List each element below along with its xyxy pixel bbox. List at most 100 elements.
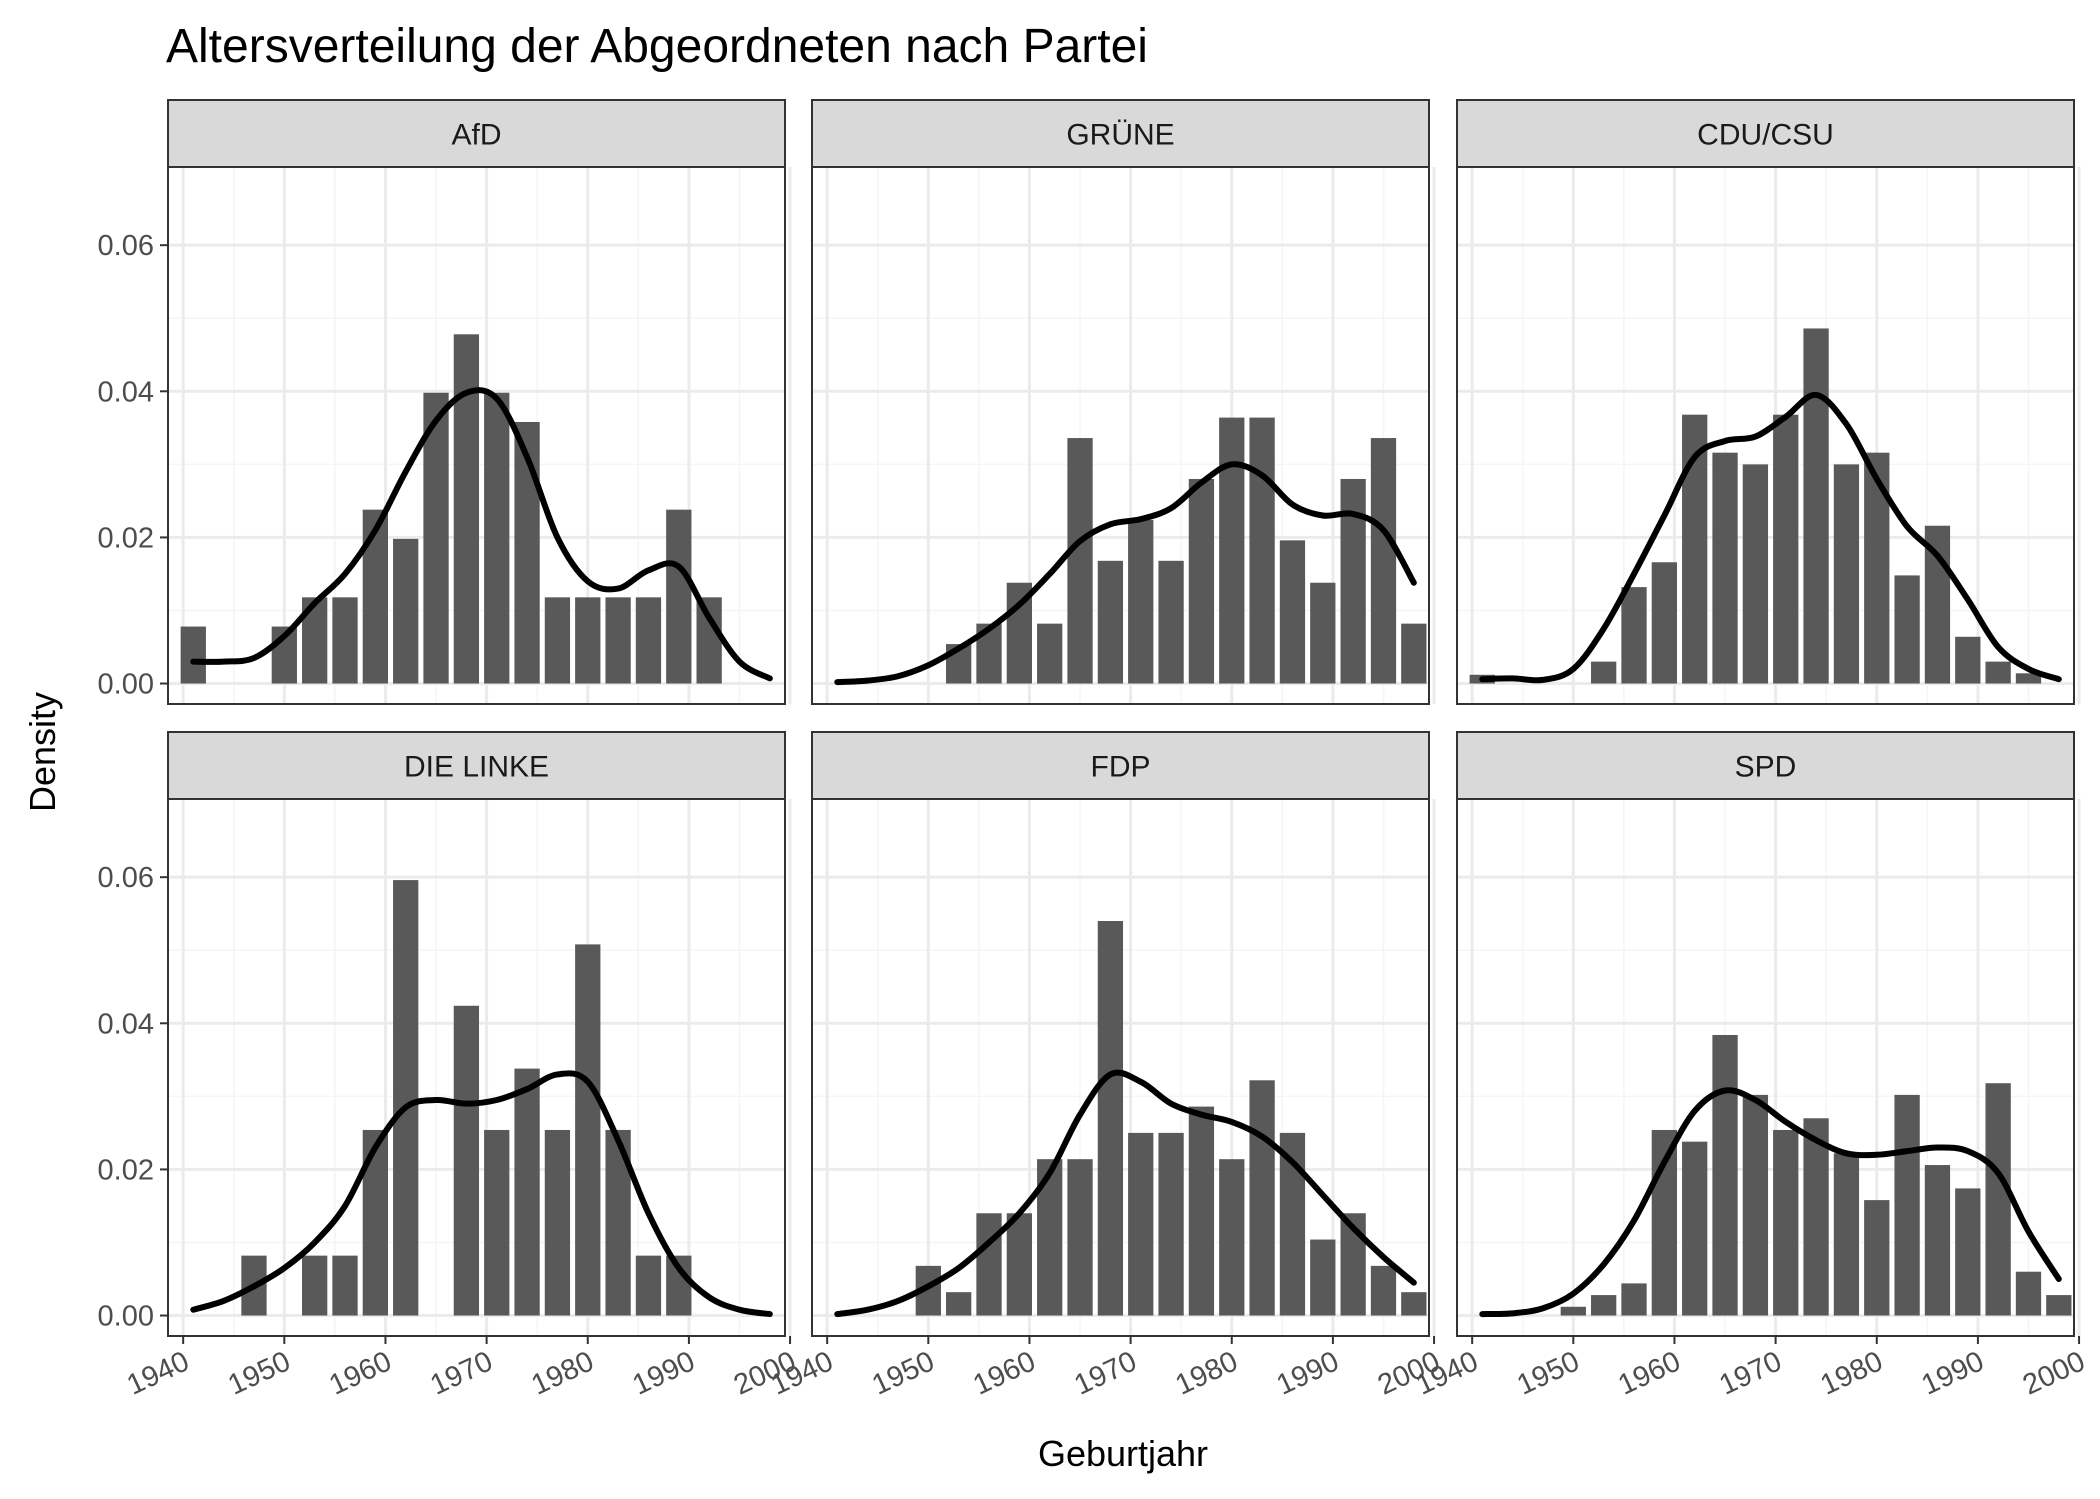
- y-tick-label: 0.04: [98, 1008, 154, 1040]
- facet-strip: [167, 731, 786, 800]
- histogram-bar: [1591, 1295, 1617, 1316]
- histogram-bar: [1773, 1129, 1799, 1316]
- x-tick-label: 1970: [1715, 1345, 1787, 1401]
- histogram-bar: [1833, 1153, 1860, 1316]
- density-line: [190, 387, 773, 682]
- histogram-bar: [1924, 1165, 1951, 1316]
- histogram-bar: [1037, 623, 1063, 684]
- histogram-bar: [1985, 1083, 2011, 1316]
- histogram-bar: [544, 597, 571, 684]
- histogram-bar: [484, 392, 510, 684]
- histogram-bar: [1712, 1034, 1738, 1316]
- x-tick-label: 1990: [628, 1345, 700, 1401]
- histogram-bar: [1188, 478, 1215, 684]
- histogram-bar: [575, 944, 601, 1316]
- histogram-bar: [1742, 1094, 1769, 1316]
- histogram-bar: [1864, 1200, 1890, 1316]
- histogram-bar: [393, 880, 419, 1316]
- histogram-bar: [453, 1005, 480, 1316]
- histogram-bar: [1803, 1118, 1829, 1316]
- x-tick-label: 1960: [1613, 1345, 1685, 1401]
- density-line: [834, 461, 1417, 686]
- facet-strip-label: AfD: [451, 119, 501, 152]
- histogram-bar: [1985, 661, 2011, 684]
- density-line: [1479, 1087, 2062, 1318]
- histogram-bar: [1279, 540, 1306, 684]
- density-line: [190, 1070, 773, 1318]
- x-tick-label: 2000: [2018, 1345, 2090, 1401]
- x-tick-label: 1980: [527, 1345, 599, 1401]
- histogram-bar: [666, 509, 692, 684]
- facet-panel-0: AfD 0.00 0.02 0.04 0.06: [98, 99, 792, 705]
- histogram-bar: [332, 597, 358, 684]
- histogram-bar: [1219, 1159, 1245, 1316]
- histogram-bar: [1340, 478, 1366, 684]
- histogram-bar: [1158, 1132, 1184, 1316]
- facet-strip: [811, 731, 1430, 800]
- histogram-bar: [1128, 1132, 1154, 1316]
- histogram-bar: [635, 597, 662, 684]
- histogram-bar: [1651, 562, 1677, 684]
- histogram-bar: [1773, 414, 1799, 684]
- histogram-bar: [1712, 452, 1738, 684]
- histogram-bar: [696, 597, 722, 684]
- y-tick-label: 0.02: [98, 1154, 154, 1186]
- histogram-bar: [605, 597, 631, 684]
- y-axis-title: Density: [22, 692, 63, 812]
- x-tick-label: 1960: [968, 1345, 1040, 1401]
- histogram-bar: [1591, 661, 1617, 684]
- facet-strip: [811, 99, 1430, 168]
- histogram-bar: [1682, 1141, 1708, 1316]
- facet-panel-1: GRÜNE: [811, 99, 1436, 705]
- y-tick-label: 0.02: [98, 522, 154, 554]
- facet-panels: AfD 0.00 0.02 0.04 0.06 GRÜNE CDU/CSU DIE LINKE…: [98, 99, 2090, 1402]
- histogram-bar: [393, 538, 419, 684]
- histogram-bar: [1158, 560, 1184, 684]
- histogram-bar: [946, 1292, 972, 1316]
- histogram-bar: [1864, 452, 1890, 684]
- histogram-bar: [1219, 417, 1245, 684]
- histogram-bar: [1249, 1080, 1275, 1316]
- histogram-bar: [1401, 623, 1427, 684]
- facet-strip-label: GRÜNE: [1066, 119, 1174, 152]
- x-tick-label: 1970: [1070, 1345, 1142, 1401]
- chart-title: Altersverteilung der Abgeordneten nach P…: [166, 20, 1148, 73]
- x-tick-label: 1980: [1171, 1345, 1243, 1401]
- histogram-bar: [1097, 560, 1124, 684]
- facet-strip: [1456, 99, 2075, 168]
- density-line: [1479, 391, 2062, 684]
- histogram-bar: [332, 1255, 358, 1316]
- histogram-bar: [1310, 582, 1336, 684]
- x-tick-label: 1940: [122, 1345, 194, 1401]
- histogram-bar: [1894, 575, 1920, 684]
- histogram-bar: [1803, 328, 1829, 684]
- histogram-bar: [180, 626, 206, 684]
- y-tick-label: 0.00: [98, 1301, 154, 1333]
- histogram-bar: [302, 1255, 328, 1316]
- facet-panel-2: CDU/CSU: [1456, 99, 2081, 705]
- x-tick-label: 1970: [426, 1345, 498, 1401]
- histogram-bar: [1560, 1306, 1586, 1316]
- histogram-bar: [1097, 921, 1124, 1316]
- histogram-bar: [2015, 673, 2042, 684]
- histogram-bar: [544, 1129, 571, 1316]
- y-tick-label: 0.04: [98, 376, 154, 408]
- histogram-bar: [1955, 636, 1981, 684]
- histogram-bar: [2015, 1271, 2042, 1316]
- histogram-bar: [1742, 464, 1769, 684]
- x-tick-label: 1990: [1917, 1345, 1989, 1401]
- facet-strip-label: SPD: [1735, 751, 1797, 784]
- histogram-bar: [1067, 438, 1093, 684]
- histogram-bar: [1621, 1283, 1647, 1316]
- histogram-bar: [976, 1213, 1002, 1316]
- y-tick-label: 0.06: [98, 230, 154, 262]
- histogram-bar: [514, 1068, 540, 1316]
- facet-strip-label: CDU/CSU: [1697, 119, 1834, 152]
- facet-strip-label: DIE LINKE: [404, 751, 549, 784]
- x-tick-label: 1950: [867, 1345, 939, 1401]
- histogram-bar: [1310, 1239, 1336, 1316]
- histogram-bar: [484, 1129, 510, 1316]
